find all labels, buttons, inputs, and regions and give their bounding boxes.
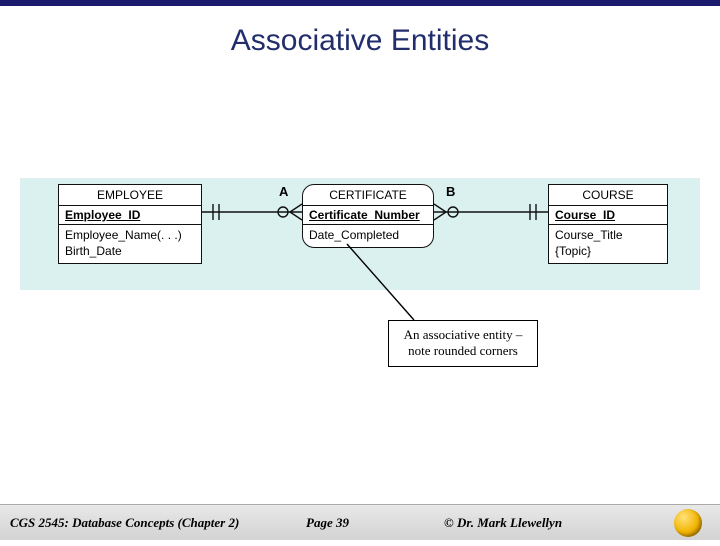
footer-right: © Dr. Mark Llewellyn bbox=[444, 515, 562, 531]
entity-employee: EMPLOYEE Employee_ID Employee_Name(. . .… bbox=[58, 184, 202, 264]
footer-logo-icon bbox=[674, 509, 702, 537]
entity-course-header: COURSE bbox=[549, 185, 667, 206]
footer-mid: Page 39 bbox=[306, 515, 349, 531]
relationship-a-label: A bbox=[279, 184, 288, 199]
entity-certificate-pk: Certificate_Number bbox=[303, 206, 433, 225]
entity-certificate: CERTIFICATE Certificate_Number Date_Comp… bbox=[302, 184, 434, 248]
entity-employee-attr-1: Birth_Date bbox=[65, 243, 195, 259]
slide-title: Associative Entities bbox=[0, 24, 720, 58]
footer-left: CGS 2545: Database Concepts (Chapter 2) bbox=[10, 515, 239, 531]
annotation-box: An associative entity – note rounded cor… bbox=[388, 320, 538, 367]
entity-course-attr-0: Course_Title bbox=[555, 227, 661, 243]
entity-employee-attr-0: Employee_Name(. . .) bbox=[65, 227, 195, 243]
entity-certificate-attr-0: Date_Completed bbox=[309, 227, 427, 243]
relationship-b-label: B bbox=[446, 184, 455, 199]
footer: CGS 2545: Database Concepts (Chapter 2) … bbox=[0, 504, 720, 540]
entity-employee-header: EMPLOYEE bbox=[59, 185, 201, 206]
entity-course-pk: Course_ID bbox=[549, 206, 667, 225]
entity-employee-pk: Employee_ID bbox=[59, 206, 201, 225]
entity-course-attrs: Course_Title {Topic} bbox=[549, 225, 667, 263]
entity-certificate-attrs: Date_Completed bbox=[303, 225, 433, 247]
entity-certificate-header: CERTIFICATE bbox=[303, 185, 433, 206]
entity-course-attr-1: {Topic} bbox=[555, 243, 661, 259]
entity-course: COURSE Course_ID Course_Title {Topic} bbox=[548, 184, 668, 264]
entity-employee-attrs: Employee_Name(. . .) Birth_Date bbox=[59, 225, 201, 263]
